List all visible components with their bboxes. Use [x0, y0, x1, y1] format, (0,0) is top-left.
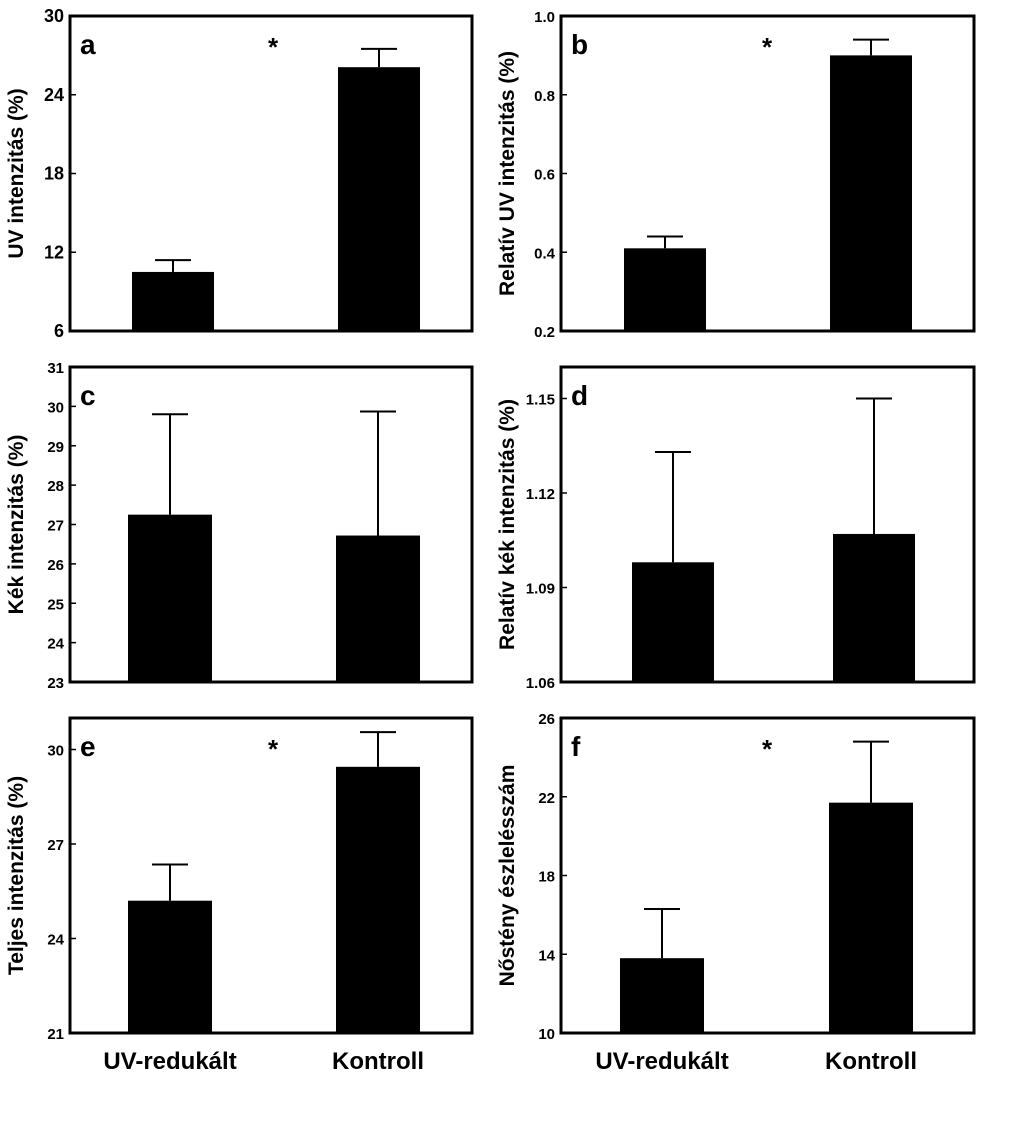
bar-c-2 [336, 535, 420, 682]
y-tick-label-a-0: 6 [54, 321, 64, 341]
y-tick-label-a-3: 24 [44, 85, 64, 105]
y-tick-label-b-0: 0.2 [534, 324, 555, 341]
y-axis-label-b: Relatív UV intenzitás (%) [496, 51, 519, 296]
plot-frame-e [68, 716, 474, 1035]
x-category-label-e-2: Kontroll [332, 1048, 424, 1075]
chart-panel-e: 21 24 27 30 Teljes intenzitás (%) e * [5, 716, 474, 1043]
y-tick-label-c-2: 25 [47, 596, 64, 613]
bar-b-2 [830, 55, 912, 331]
y-tick-label-d-0: 1.06 [526, 675, 555, 692]
bar-e-1 [128, 900, 212, 1033]
y-tick-label-f-3: 22 [538, 790, 555, 807]
bar-c-1 [128, 514, 212, 682]
y-tick-label-f-2: 18 [538, 869, 555, 886]
panel-letter-e: e [80, 731, 96, 762]
significance-marker-e: * [268, 734, 279, 764]
y-tick-label-f-4: 26 [538, 711, 555, 728]
chart-panel-c: 23 24 25 26 27 28 29 30 31 Kék intenzitás (%) c [5, 360, 474, 692]
bar-b-1 [624, 248, 706, 331]
y-tick-label-f-1: 14 [538, 947, 555, 964]
bar-e-2 [336, 766, 420, 1033]
chart-panel-a: 6 12 18 24 30 UV intenzitás (%) a * [5, 6, 474, 341]
panel-letter-d: d [571, 380, 588, 411]
chart-panel-b: 0.2 0.4 0.6 0.8 1.0 Relatív UV intenzitás (%)… [496, 9, 976, 341]
y-tick-label-e-0: 21 [47, 1026, 64, 1043]
bar-a-1 [132, 271, 214, 331]
y-tick-label-b-3: 0.8 [534, 88, 555, 105]
chart-panel-d: 1.06 1.09 1.12 1.15 Relatív kék intenzitás (… [496, 365, 976, 692]
significance-marker-f: * [762, 734, 773, 764]
x-category-label-f-2: Kontroll [825, 1048, 917, 1075]
y-axis-label-c: Kék intenzitás (%) [5, 435, 28, 615]
chart-panel-f: 10 14 18 22 26 Nőstény észlelésszám f * [496, 711, 976, 1043]
y-tick-label-a-4: 30 [44, 6, 64, 26]
bar-d-1 [632, 562, 714, 682]
bar-f-2 [829, 802, 913, 1033]
y-tick-label-a-1: 12 [44, 242, 64, 262]
y-tick-label-c-3: 26 [47, 557, 64, 574]
significance-marker-a: * [268, 32, 279, 62]
y-tick-label-c-8: 31 [47, 360, 64, 377]
bar-f-1 [620, 958, 704, 1033]
y-tick-label-b-1: 0.4 [534, 245, 556, 262]
x-category-label-e-1: UV-redukált [103, 1048, 236, 1075]
x-category-label-f-1: UV-redukált [595, 1048, 728, 1075]
significance-marker-b: * [762, 32, 773, 62]
panel-letter-b: b [571, 29, 588, 60]
y-tick-label-f-0: 10 [538, 1026, 555, 1043]
y-tick-label-c-1: 24 [47, 636, 64, 653]
y-tick-label-e-3: 30 [47, 743, 64, 760]
y-tick-label-c-5: 28 [47, 478, 64, 495]
y-tick-label-c-4: 27 [47, 518, 64, 535]
y-tick-label-c-0: 23 [47, 675, 64, 692]
y-tick-label-e-1: 24 [47, 932, 64, 949]
y-tick-label-b-2: 0.6 [534, 167, 555, 184]
y-tick-label-d-3: 1.15 [526, 392, 555, 409]
plot-frame-d [559, 365, 976, 684]
y-tick-label-b-4: 1.0 [534, 9, 555, 26]
y-tick-label-d-2: 1.12 [526, 486, 555, 503]
bar-a-2 [338, 67, 420, 331]
y-axis-label-e: Teljes intenzitás (%) [5, 776, 28, 975]
plot-frame-b [559, 14, 976, 333]
bar-d-2 [833, 533, 915, 682]
y-tick-label-c-7: 30 [47, 399, 64, 416]
y-tick-label-c-6: 29 [47, 439, 64, 456]
panel-letter-f: f [571, 731, 581, 762]
y-axis-label-f: Nőstény észlelésszám [496, 765, 519, 987]
y-tick-label-d-1: 1.09 [526, 581, 555, 598]
y-axis-label-a: UV intenzitás (%) [5, 88, 28, 258]
panel-letter-c: c [80, 380, 96, 411]
y-tick-label-e-2: 27 [47, 837, 64, 854]
panel-letter-a: a [80, 29, 96, 60]
y-axis-label-d: Relatív kék intenzitás (%) [496, 399, 519, 650]
y-tick-label-a-2: 18 [44, 164, 64, 184]
